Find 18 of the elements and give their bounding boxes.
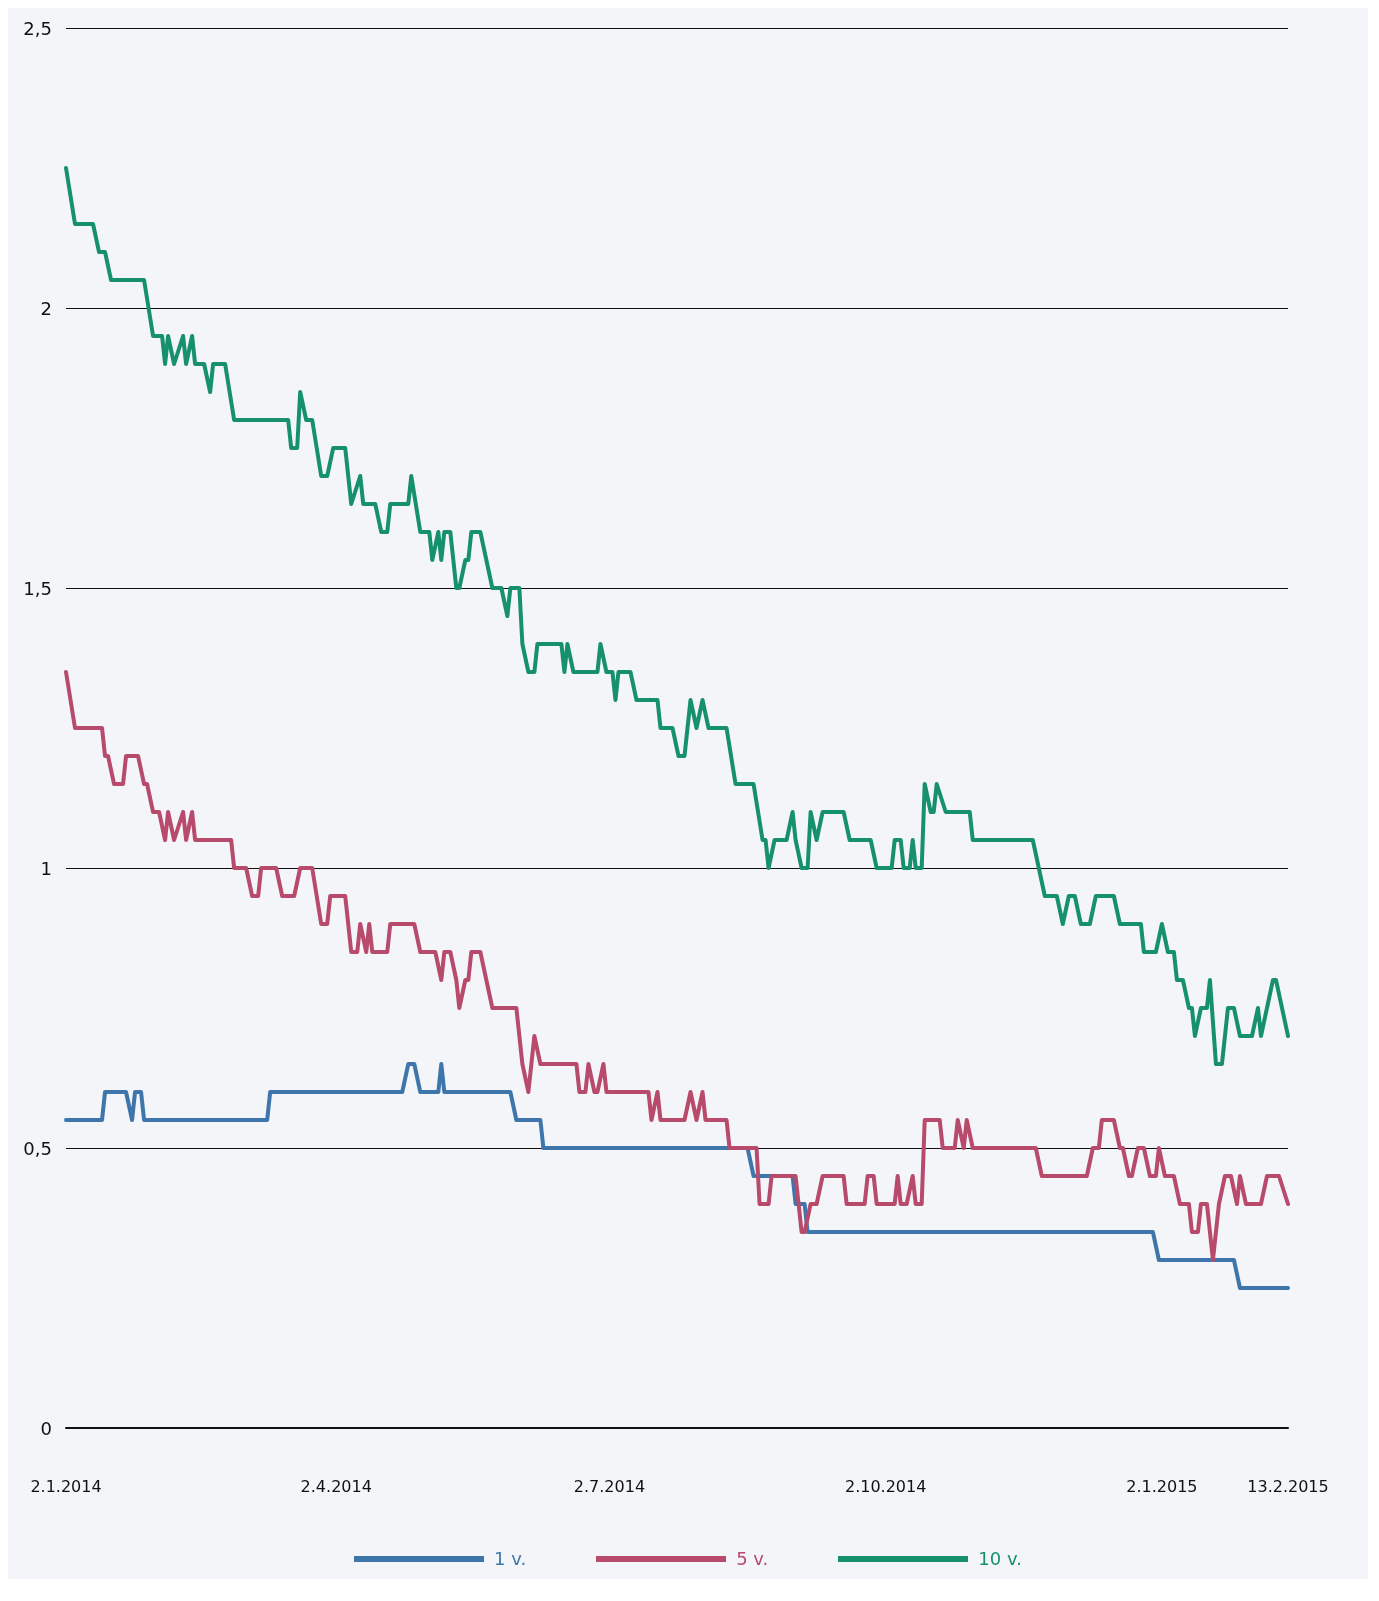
line-series xyxy=(64,166,1290,1066)
y-tick-label: 1 xyxy=(40,857,52,879)
y-tick-label: 2 xyxy=(40,297,52,319)
y-tick-label: 0,5 xyxy=(23,1137,52,1159)
x-tick-label: 2.7.2014 xyxy=(573,1476,646,1496)
text: 10 v. xyxy=(978,1548,1022,1569)
y-tick-label: 2,5 xyxy=(23,17,52,39)
x-tick-label: 2.1.2015 xyxy=(1126,1476,1198,1496)
y-tick-label: 1,5 xyxy=(23,577,52,599)
line-series xyxy=(64,1062,1290,1290)
line-series xyxy=(64,670,1290,1262)
text: 5 v. xyxy=(736,1548,769,1569)
x-tick-label: 2.4.2014 xyxy=(300,1476,372,1496)
x-tick-label: 2.1.2014 xyxy=(30,1476,102,1496)
y-tick-label: 0 xyxy=(40,1417,52,1439)
x-tick-label: 2.10.2014 xyxy=(844,1476,927,1496)
text: 1 v. xyxy=(494,1548,527,1569)
x-tick-label: 13.2.2015 xyxy=(1247,1476,1329,1496)
